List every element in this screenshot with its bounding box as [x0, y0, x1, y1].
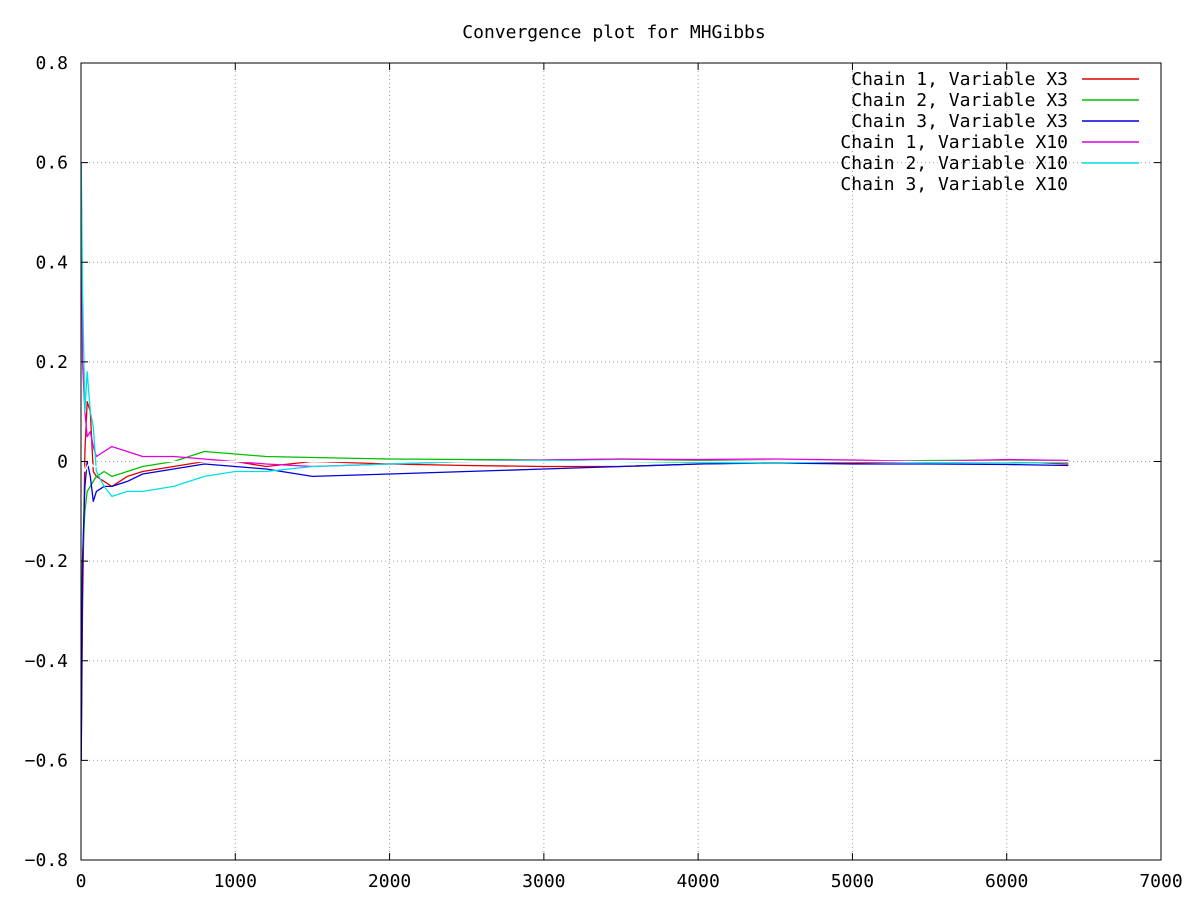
legend-label-4: Chain 1, Variable X10	[840, 132, 1068, 153]
legend-label-3: Chain 3, Variable X3	[851, 111, 1068, 132]
series-line-5	[80, 162, 1069, 498]
x-tick-label: 4000	[676, 871, 719, 892]
y-tick-label: −0.6	[25, 750, 68, 771]
legend-label-1: Chain 1, Variable X3	[851, 69, 1068, 90]
x-tick-label: 1000	[214, 871, 257, 892]
y-tick-label: −0.4	[25, 651, 68, 672]
x-tick-label: 7000	[1139, 871, 1182, 892]
x-tick-label: 3000	[522, 871, 565, 892]
legend-label-5: Chain 2, Variable X10	[840, 153, 1068, 174]
y-tick-label: 0.4	[35, 252, 68, 273]
y-tick-label: 0.6	[35, 153, 68, 174]
y-tick-label: 0	[57, 452, 68, 473]
y-tick-label: 0.2	[35, 352, 68, 373]
plot-series	[80, 162, 1069, 761]
y-tick-label: −0.2	[25, 551, 68, 572]
x-tick-label: 6000	[985, 871, 1028, 892]
y-tick-label: 0.8	[35, 53, 68, 74]
series-line-6	[81, 460, 1069, 473]
legend-label-6: Chain 3, Variable X10	[840, 174, 1068, 195]
x-tick-label: 0	[76, 871, 87, 892]
y-tick-label: −0.8	[25, 850, 68, 871]
x-tick-label: 5000	[831, 871, 874, 892]
axis-ticks: 0 1000 2000 3000 4000 5000 6000 7000 −0.8 −0.6 −0.…	[25, 53, 1183, 892]
x-tick-label: 2000	[368, 871, 411, 892]
chart-title: Convergence plot for MHGibbs	[462, 22, 765, 43]
legend-label-2: Chain 2, Variable X3	[851, 90, 1068, 111]
series-line-4	[80, 162, 1069, 468]
